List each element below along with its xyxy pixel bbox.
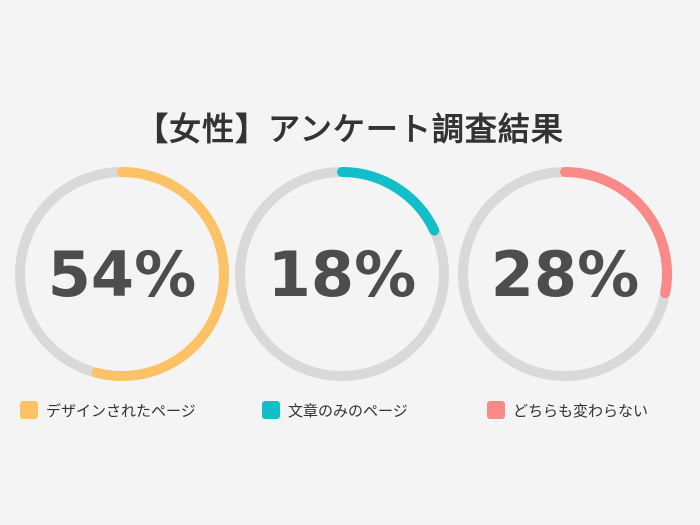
donut-arc-text-only	[337, 167, 440, 236]
legend-item-no-difference: どちらも変わらない	[487, 400, 648, 420]
legend-item-designed: デザインされたページ	[20, 400, 196, 420]
donut-no-difference: 28%	[458, 167, 672, 381]
donut-value-label-designed: 54%	[48, 238, 196, 311]
donut-designed: 54%	[15, 167, 229, 381]
legend-swatch-text-only	[262, 401, 280, 419]
donut-value-label-no-difference: 28%	[491, 238, 639, 311]
legend-swatch-designed	[20, 401, 38, 419]
donut-arc-designed	[91, 167, 229, 381]
legend-label-no-difference: どちらも変わらない	[513, 401, 649, 420]
donut-text-only: 18%	[235, 167, 449, 381]
donut-value-label-text-only: 18%	[268, 238, 416, 311]
legend-label-designed: デザインされたページ	[46, 401, 196, 420]
donut-arc-no-difference	[560, 167, 672, 299]
chart-title: 【女性】アンケート調査結果	[136, 110, 564, 148]
legend-item-text-only: 文章のみのページ	[262, 400, 408, 420]
legend-swatch-no-difference	[487, 401, 505, 419]
legend-label-text-only: 文章のみのページ	[288, 401, 408, 420]
